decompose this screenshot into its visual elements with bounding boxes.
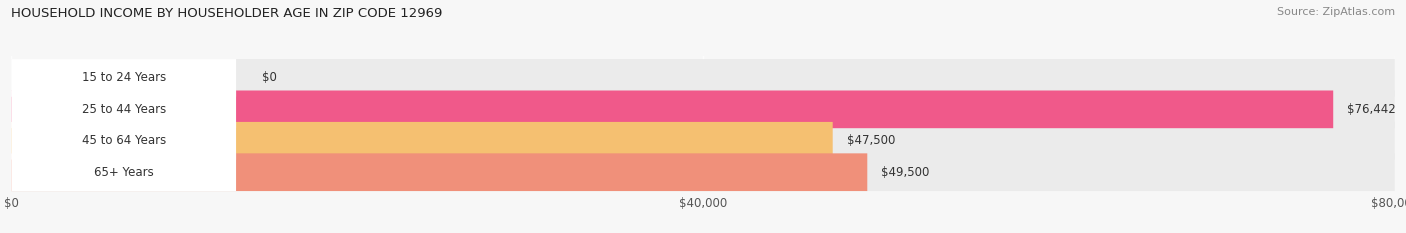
- FancyBboxPatch shape: [11, 153, 868, 191]
- Text: 45 to 64 Years: 45 to 64 Years: [82, 134, 166, 147]
- Text: $76,442: $76,442: [1347, 103, 1396, 116]
- FancyBboxPatch shape: [11, 59, 1395, 97]
- FancyBboxPatch shape: [11, 90, 1333, 128]
- FancyBboxPatch shape: [11, 122, 832, 160]
- FancyBboxPatch shape: [11, 122, 1395, 160]
- Text: Source: ZipAtlas.com: Source: ZipAtlas.com: [1277, 7, 1395, 17]
- Text: 65+ Years: 65+ Years: [94, 166, 153, 179]
- Text: $49,500: $49,500: [882, 166, 929, 179]
- Text: HOUSEHOLD INCOME BY HOUSEHOLDER AGE IN ZIP CODE 12969: HOUSEHOLD INCOME BY HOUSEHOLDER AGE IN Z…: [11, 7, 443, 20]
- FancyBboxPatch shape: [11, 90, 236, 128]
- FancyBboxPatch shape: [11, 153, 236, 191]
- FancyBboxPatch shape: [11, 122, 236, 160]
- FancyBboxPatch shape: [11, 59, 236, 97]
- Text: 25 to 44 Years: 25 to 44 Years: [82, 103, 166, 116]
- Text: 15 to 24 Years: 15 to 24 Years: [82, 72, 166, 84]
- FancyBboxPatch shape: [11, 153, 1395, 191]
- Text: $47,500: $47,500: [846, 134, 894, 147]
- Text: $0: $0: [262, 72, 277, 84]
- FancyBboxPatch shape: [11, 90, 1395, 128]
